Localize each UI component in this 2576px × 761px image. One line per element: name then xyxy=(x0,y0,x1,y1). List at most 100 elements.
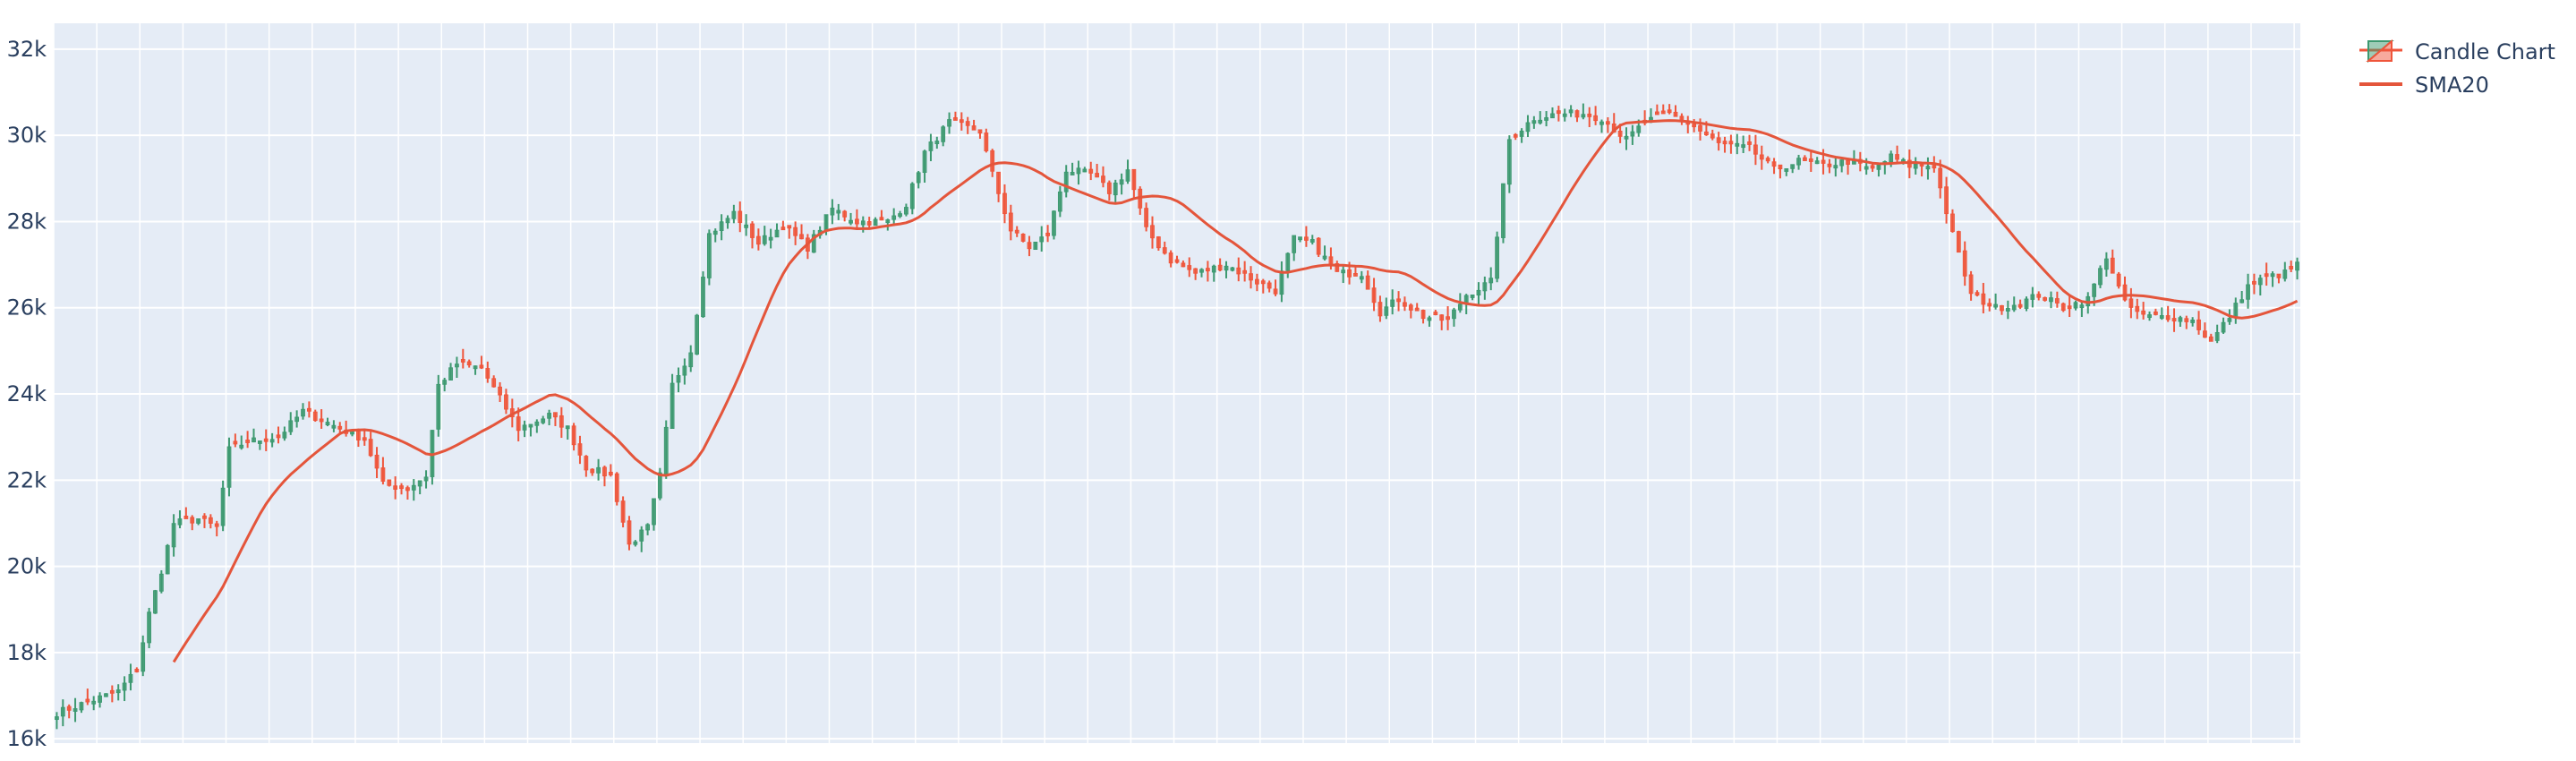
candle-body xyxy=(1987,303,1992,307)
plot-background xyxy=(54,23,2300,743)
candle-body xyxy=(522,424,527,431)
candle xyxy=(337,422,343,434)
candle xyxy=(2159,307,2164,321)
candle xyxy=(91,696,97,711)
candle-body xyxy=(122,682,127,691)
candle xyxy=(1950,209,1955,233)
candle-body xyxy=(688,352,694,368)
candle xyxy=(2103,252,2109,277)
candle-body xyxy=(1846,159,1850,165)
candle xyxy=(411,479,416,501)
candle-body xyxy=(1187,265,1192,270)
candle-body xyxy=(196,518,200,524)
candle-body xyxy=(1396,298,1401,303)
candle xyxy=(1654,104,1659,115)
candle-body xyxy=(263,438,269,442)
candle-body xyxy=(652,498,656,526)
candle-body xyxy=(1082,168,1088,173)
candle xyxy=(1870,164,1875,172)
candle xyxy=(928,133,934,162)
candle xyxy=(1403,296,1407,312)
candle xyxy=(1199,268,1204,278)
candle xyxy=(141,635,146,677)
candle xyxy=(602,466,607,487)
candle xyxy=(153,589,158,614)
candle-body xyxy=(417,480,422,487)
candle-body xyxy=(1938,167,1943,189)
candle xyxy=(1230,267,1235,272)
candle-body xyxy=(1932,165,1937,169)
candle-body xyxy=(1335,263,1340,272)
legend-item-candle[interactable]: Candle Chart xyxy=(2359,38,2555,64)
candle-body xyxy=(1531,120,1537,124)
candle-body xyxy=(1704,131,1709,136)
candle-body xyxy=(1095,173,1099,178)
candle-body xyxy=(2282,269,2288,279)
candle xyxy=(2024,296,2029,312)
candle xyxy=(1846,158,1850,175)
candle xyxy=(1735,133,1740,155)
candle xyxy=(2289,261,2294,272)
candle xyxy=(405,485,410,500)
candle xyxy=(2135,298,2140,320)
candle xyxy=(1470,294,1475,301)
candle xyxy=(380,457,386,485)
candle-body xyxy=(2270,273,2275,278)
candle-body xyxy=(1759,154,1764,160)
candle xyxy=(522,420,527,438)
candle-body xyxy=(1273,288,1278,295)
candle xyxy=(1439,314,1445,330)
candle xyxy=(1581,103,1586,120)
candle-body xyxy=(147,611,151,644)
candle-body xyxy=(1544,116,1548,121)
candle-body xyxy=(1285,252,1291,271)
candle-body xyxy=(1008,212,1013,232)
candle-body xyxy=(1660,110,1666,115)
candle xyxy=(1716,132,1721,151)
candle xyxy=(1033,241,1038,251)
legend-item-sma20[interactable]: SMA20 xyxy=(2359,73,2489,98)
candle-body xyxy=(1322,255,1327,260)
candle-body xyxy=(682,365,687,376)
candle-body xyxy=(1944,186,1949,215)
candle xyxy=(1506,135,1512,193)
candle xyxy=(2295,257,2299,280)
candle xyxy=(202,513,207,528)
candle xyxy=(2214,324,2220,344)
candle xyxy=(941,124,946,147)
candle-body xyxy=(1217,264,1223,271)
candle xyxy=(1156,235,1161,252)
candle-body xyxy=(325,422,330,425)
candle-body xyxy=(1088,168,1094,174)
candle xyxy=(584,455,589,477)
candle-body xyxy=(504,394,508,410)
candle xyxy=(2054,291,2060,308)
candle-body xyxy=(2239,299,2245,304)
candle-body xyxy=(1125,169,1130,182)
candle xyxy=(2257,274,2263,296)
candle xyxy=(214,520,219,537)
candle xyxy=(541,415,546,424)
candle-body xyxy=(768,236,773,241)
legend[interactable]: Candle Chart SMA20 xyxy=(2359,38,2555,98)
y-tick-label: 30k xyxy=(7,123,47,148)
candle-body xyxy=(2036,294,2042,298)
candle-body xyxy=(269,439,275,443)
candle xyxy=(1002,184,1007,224)
candle xyxy=(953,111,958,121)
candle xyxy=(1242,261,1248,282)
candle-body xyxy=(1803,157,1807,161)
candle-body xyxy=(1956,231,1961,253)
candle-body xyxy=(2147,314,2152,319)
candle xyxy=(423,470,429,489)
candle-body xyxy=(257,440,262,444)
candle xyxy=(1495,231,1499,283)
candle-body xyxy=(811,234,816,253)
candle xyxy=(1876,162,1881,177)
candle-body xyxy=(2214,332,2220,341)
candle-body xyxy=(1821,159,1826,164)
candle xyxy=(2067,295,2072,318)
candle xyxy=(620,496,626,528)
y-tick-label: 28k xyxy=(7,209,47,234)
